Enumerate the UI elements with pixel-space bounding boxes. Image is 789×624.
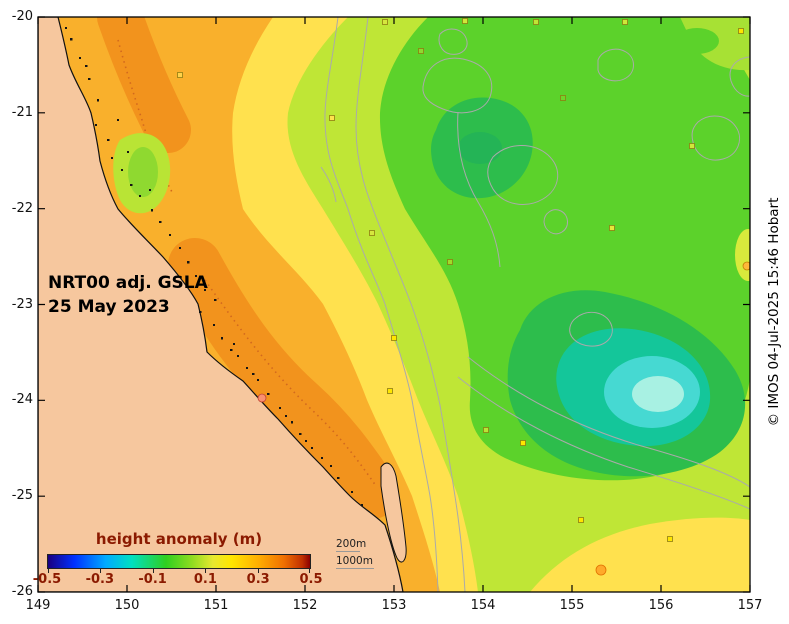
isobath-200m-line	[336, 551, 360, 553]
plot-frame	[37, 16, 751, 593]
colorbar-tick-label: -0.3	[85, 572, 115, 587]
colorbar-tick	[100, 569, 102, 573]
axis-ticks	[37, 16, 751, 593]
colorbar-tick	[205, 569, 207, 573]
land-mass	[38, 17, 407, 592]
colorbar-tick-label: -0.1	[138, 572, 167, 587]
isobath-legend: 200m 1000m	[336, 538, 374, 572]
x-tick-label: 153	[381, 598, 407, 613]
y-tick-label: -20	[11, 9, 33, 24]
colorbar-tick	[48, 569, 49, 573]
isobath-200m-label: 200m	[336, 538, 367, 550]
colorbar-tick	[152, 569, 154, 573]
colorbar-label: height anomaly (m)	[95, 530, 263, 548]
x-tick-label: 149	[25, 598, 51, 613]
x-tick-label: 154	[470, 598, 496, 613]
x-tick-label: 150	[114, 598, 140, 613]
colorbar-tick	[309, 569, 310, 573]
colorbar-gradient	[47, 554, 311, 573]
map-title-line1: NRT00 adj. GSLA	[48, 273, 208, 293]
x-tick-label: 156	[648, 598, 674, 613]
observation-markers	[177, 18, 750, 576]
colorbar-tick-label: 0.3	[246, 572, 270, 587]
colorbar-tick	[257, 569, 259, 573]
map-title: NRT00 adj. GSLA 25 May 2023	[48, 271, 208, 319]
credit-text: © IMOS 04-Jul-2025 15:46 Hobart	[766, 197, 782, 427]
colorbar-tick-label: 0.1	[193, 572, 217, 587]
y-tick-label: -26	[11, 584, 33, 599]
y-tick-label: -21	[11, 105, 33, 120]
y-tick-label: -22	[11, 201, 33, 216]
isobath-1000m-label: 1000m	[336, 555, 373, 568]
map-title-line2: 25 May 2023	[48, 297, 170, 318]
x-tick-label: 157	[737, 598, 763, 613]
isobath-1000m-line	[336, 568, 374, 570]
y-tick-label: -24	[11, 392, 33, 407]
colorbar-tick-label: 0.5	[299, 572, 323, 587]
bathymetry-contours	[320, 17, 750, 592]
y-tick-label: -25	[11, 488, 33, 503]
colorbar: height anomaly (m) -0.5 -0.3 -0.1 0.1 0.…	[33, 530, 323, 587]
x-tick-label: 151	[203, 598, 229, 613]
x-tick-label: 155	[559, 598, 585, 613]
fraser-island	[380, 462, 407, 563]
x-tick-label: 152	[292, 598, 318, 613]
y-tick-label: -23	[11, 297, 33, 312]
colorbar-tick-label: -0.5	[32, 572, 62, 587]
